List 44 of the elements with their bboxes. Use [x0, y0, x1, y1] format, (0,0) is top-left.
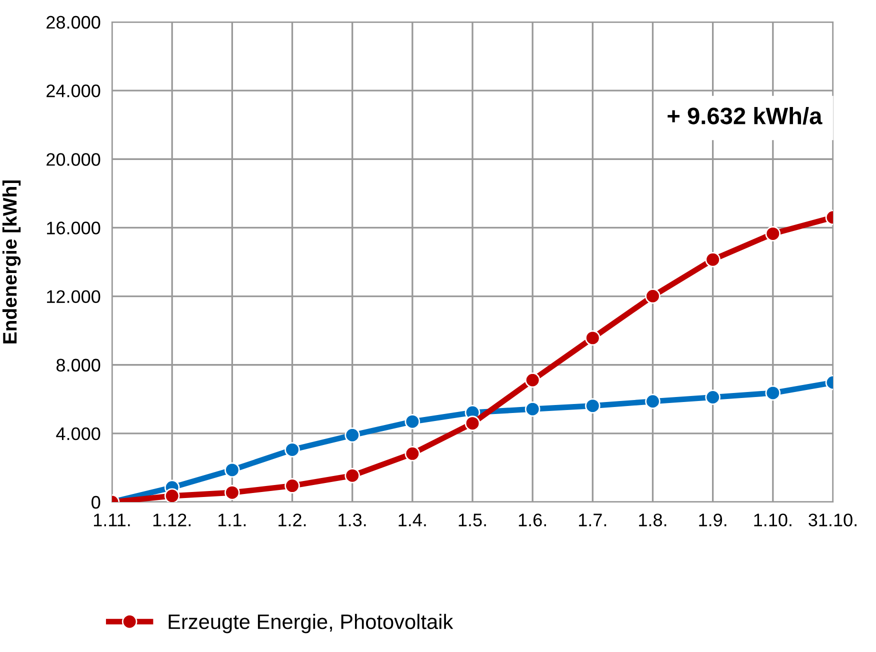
y-tick-label: 20.000	[46, 153, 100, 166]
point	[585, 330, 600, 346]
point	[645, 288, 660, 304]
y-tick-label: 4.000	[56, 427, 100, 440]
point	[284, 478, 300, 494]
point	[645, 394, 660, 410]
point	[224, 462, 240, 478]
x-tick-label: 1.5.	[458, 514, 486, 526]
point	[404, 414, 420, 430]
x-tick-label: 1.4.	[398, 514, 426, 526]
y-axis-title: Endenergie [kWh]	[2, 180, 21, 344]
point	[224, 484, 240, 500]
x-tick-label: 1.11.	[94, 514, 130, 526]
y-tick-label: 16.000	[47, 222, 100, 234]
point	[344, 428, 360, 443]
x-tick-label: 1.7.	[578, 514, 606, 526]
x-tick-label: 1.3.	[338, 514, 366, 526]
x-tick-label: 1.10.	[754, 514, 792, 526]
x-tick-label: 1.8.	[639, 514, 666, 526]
point	[705, 390, 720, 405]
x-tick-label: 1.9.	[699, 514, 726, 526]
point	[524, 401, 540, 417]
point	[585, 398, 600, 414]
point	[404, 446, 420, 462]
x-tick-label: 31.10.	[808, 514, 856, 526]
y-tick-label: 28.000	[46, 16, 100, 29]
y-tick-label: 0	[92, 496, 100, 509]
annotation: + 9.632 kWh/a	[668, 106, 822, 125]
legend-label: Erzeugte Energie, Photovoltaik	[168, 614, 454, 634]
point	[705, 252, 720, 268]
point	[765, 385, 781, 401]
point	[344, 468, 360, 484]
point	[765, 226, 781, 242]
point	[524, 372, 540, 388]
point	[464, 416, 480, 431]
point	[284, 442, 300, 458]
x-tick-label: 1.1.	[218, 514, 246, 526]
y-tick-label: 12.000	[47, 290, 100, 304]
point	[164, 488, 180, 502]
y-tick-label: 8.000	[56, 358, 100, 372]
x-tick-label: 1.2.	[278, 514, 306, 526]
x-tick-label: 1.12.	[153, 514, 191, 526]
x-tick-label: 1.6.	[518, 514, 546, 526]
y-tick-label: 24.000	[46, 84, 100, 98]
